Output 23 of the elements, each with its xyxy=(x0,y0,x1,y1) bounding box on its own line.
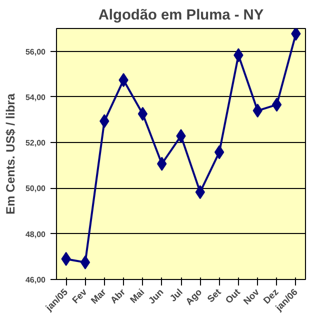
point xyxy=(80,255,90,270)
y-tick-label: 54,00 xyxy=(25,92,46,102)
x-tick-label: Abr xyxy=(108,286,128,306)
y-tick-label: 50,00 xyxy=(25,184,46,194)
chart-title: Algodão em Pluma - NY xyxy=(98,8,264,24)
y-tick-label: 48,00 xyxy=(25,230,46,239)
x-tick-label: Nov xyxy=(242,286,262,306)
y-tick-label: 46,00 xyxy=(25,276,46,284)
point xyxy=(214,145,224,160)
x-tick-label: Ago xyxy=(184,286,204,307)
x-tick-label: Mai xyxy=(128,286,146,306)
y-tick-label: 52,00 xyxy=(25,138,46,148)
x-tick-label: Jul xyxy=(168,286,185,304)
point xyxy=(138,106,148,121)
x-tick-label: Fev xyxy=(70,286,90,306)
x-tick-label: Out xyxy=(224,286,242,306)
y-axis-title: Em Cents. US$ / libra xyxy=(3,93,18,214)
point xyxy=(272,98,282,112)
x-tick-label: Set xyxy=(206,286,223,304)
y-tick-label: 56,00 xyxy=(25,47,46,56)
x-tick-label: Mar xyxy=(89,286,108,306)
x-tick-label: Jun xyxy=(146,286,166,306)
point xyxy=(291,28,301,41)
